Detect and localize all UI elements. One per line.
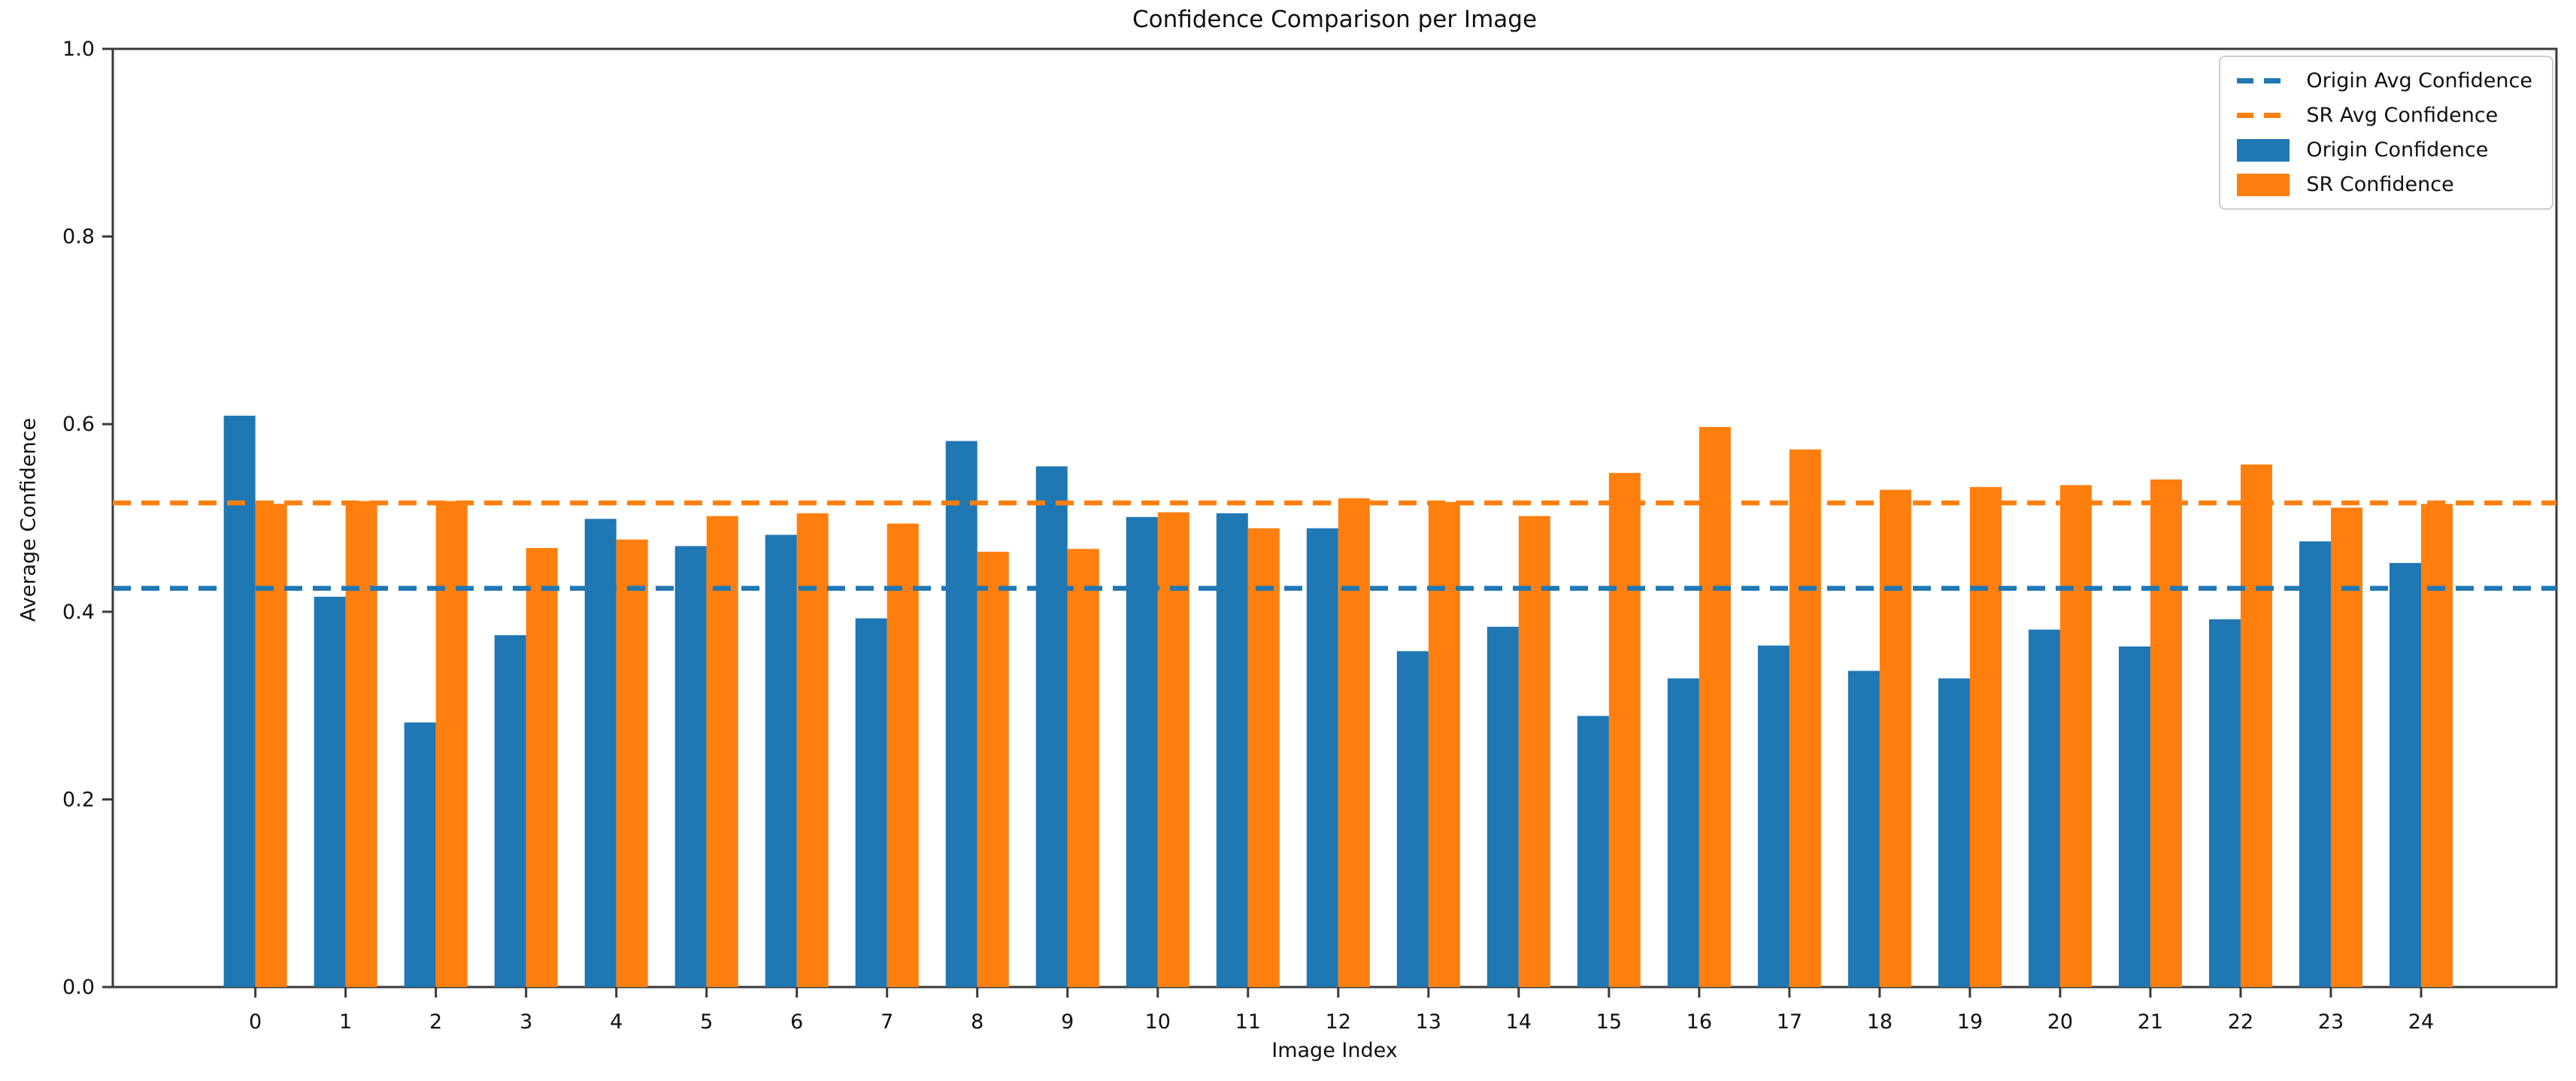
x-tick-label: 9 — [1061, 1010, 1074, 1034]
x-tick-label: 5 — [700, 1010, 713, 1034]
sr-confidence-bar — [1518, 516, 1550, 987]
sr-confidence-bar — [2059, 485, 2092, 987]
sr-confidence-bar — [2240, 464, 2272, 987]
sr-confidence-bar — [1608, 473, 1641, 987]
x-tick-label: 3 — [520, 1010, 532, 1034]
x-tick-label: 10 — [1145, 1010, 1171, 1034]
origin-confidence-bar — [1938, 678, 1970, 987]
sr-confidence-swatch — [2237, 173, 2290, 196]
y-tick-label: 0.0 — [62, 976, 95, 999]
sr-confidence-bar — [435, 501, 468, 987]
sr-confidence-bar — [1879, 489, 1911, 987]
origin-confidence-bar — [1126, 516, 1158, 987]
legend-label: Origin Avg Confidence — [2306, 69, 2532, 92]
origin-confidence-bar — [1577, 716, 1609, 987]
origin-confidence-bar — [1847, 671, 1880, 987]
origin-confidence-bar — [584, 519, 617, 987]
legend: Origin Avg Confidence SR Avg Confidence … — [2219, 56, 2553, 210]
x-tick-label: 8 — [971, 1010, 983, 1034]
origin-confidence-bar — [2299, 541, 2331, 987]
x-tick-label: 15 — [1596, 1010, 1622, 1034]
origin-confidence-bar — [945, 441, 977, 987]
x-tick-label: 12 — [1326, 1010, 1351, 1034]
origin-confidence-bar — [1757, 645, 1790, 987]
x-tick-label: 13 — [1416, 1010, 1441, 1034]
sr-confidence-bar — [977, 551, 1009, 987]
origin-confidence-bar — [314, 596, 346, 987]
sr-confidence-bar — [1789, 449, 1821, 987]
sr-confidence-bar — [2150, 479, 2182, 987]
sr-confidence-bar — [1428, 501, 1460, 987]
x-axis-label: Image Index — [1271, 1039, 1398, 1062]
x-tick-label: 17 — [1777, 1010, 1802, 1034]
x-tick-label: 1 — [339, 1010, 352, 1034]
x-tick-label: 18 — [1867, 1010, 1893, 1034]
x-tick-label: 6 — [790, 1010, 803, 1034]
legend-item-origin-confidence: Origin Confidence — [2237, 138, 2532, 162]
origin-confidence-bar — [1396, 651, 1429, 987]
sr-confidence-bar — [1338, 498, 1370, 987]
origin-confidence-bar — [1667, 678, 1699, 987]
legend-item-sr-avg: SR Avg Confidence — [2237, 104, 2532, 127]
origin-confidence-bar — [765, 534, 797, 987]
y-axis-label: Average Confidence — [17, 417, 41, 622]
origin-confidence-bar — [1035, 466, 1068, 987]
x-tick-label: 14 — [1506, 1010, 1532, 1034]
sr-confidence-bar — [526, 547, 558, 987]
origin-confidence-bar — [2118, 646, 2150, 987]
origin-confidence-bar — [2028, 629, 2060, 987]
x-tick-label: 22 — [2228, 1010, 2253, 1034]
sr-confidence-bar — [345, 501, 377, 987]
legend-item-origin-avg: Origin Avg Confidence — [2237, 69, 2532, 92]
origin-confidence-bar — [1487, 626, 1519, 987]
x-tick-label: 11 — [1235, 1010, 1261, 1034]
origin-confidence-bar — [223, 415, 256, 987]
sr-confidence-bar — [1067, 549, 1099, 987]
x-tick-label: 21 — [2138, 1010, 2163, 1034]
origin-confidence-bar — [404, 722, 436, 987]
x-tick-label: 19 — [1957, 1010, 1983, 1034]
legend-label: SR Confidence — [2306, 173, 2454, 196]
legend-item-sr-confidence: SR Confidence — [2237, 173, 2532, 196]
origin-confidence-bar — [2389, 562, 2421, 987]
y-tick-label: 0.2 — [62, 788, 95, 811]
origin-confidence-bar — [1306, 528, 1338, 987]
sr-confidence-bar — [1157, 512, 1190, 987]
sr-confidence-bar — [2330, 507, 2362, 987]
origin-confidence-bar — [494, 635, 526, 987]
legend-label: SR Avg Confidence — [2306, 104, 2499, 127]
sr-confidence-bar — [255, 504, 287, 987]
sr-confidence-bar — [616, 539, 648, 987]
x-tick-label: 20 — [2047, 1010, 2073, 1034]
legend-label: Origin Confidence — [2306, 138, 2489, 162]
x-tick-label: 4 — [610, 1010, 623, 1034]
sr-avg-dashed-line-swatch — [2237, 113, 2290, 118]
sr-confidence-bar — [1969, 486, 2002, 987]
sr-confidence-bar — [1247, 528, 1280, 987]
sr-confidence-bar — [796, 513, 829, 987]
chart-title: Confidence Comparison per Image — [1132, 6, 1538, 33]
y-tick-label: 0.8 — [62, 226, 95, 249]
sr-confidence-bar — [1699, 426, 1731, 987]
sr-confidence-bar — [2420, 504, 2453, 987]
x-tick-label: 16 — [1687, 1010, 1712, 1034]
origin-confidence-bar — [2208, 619, 2241, 987]
sr-confidence-bar — [706, 516, 738, 987]
x-tick-label: 0 — [249, 1010, 262, 1034]
origin-confidence-bar — [674, 546, 707, 987]
origin-confidence-bar — [855, 618, 887, 987]
y-tick-label: 0.4 — [62, 601, 95, 624]
y-tick-label: 1.0 — [62, 38, 95, 61]
origin-confidence-swatch — [2237, 138, 2290, 162]
y-tick-label: 0.6 — [62, 413, 95, 436]
x-tick-label: 7 — [880, 1010, 893, 1034]
origin-confidence-bar — [1216, 513, 1248, 987]
x-tick-label: 24 — [2408, 1010, 2434, 1034]
origin-avg-dashed-line-swatch — [2237, 78, 2290, 83]
x-tick-label: 23 — [2318, 1010, 2344, 1034]
x-tick-label: 2 — [429, 1010, 442, 1034]
sr-confidence-bar — [886, 523, 919, 987]
